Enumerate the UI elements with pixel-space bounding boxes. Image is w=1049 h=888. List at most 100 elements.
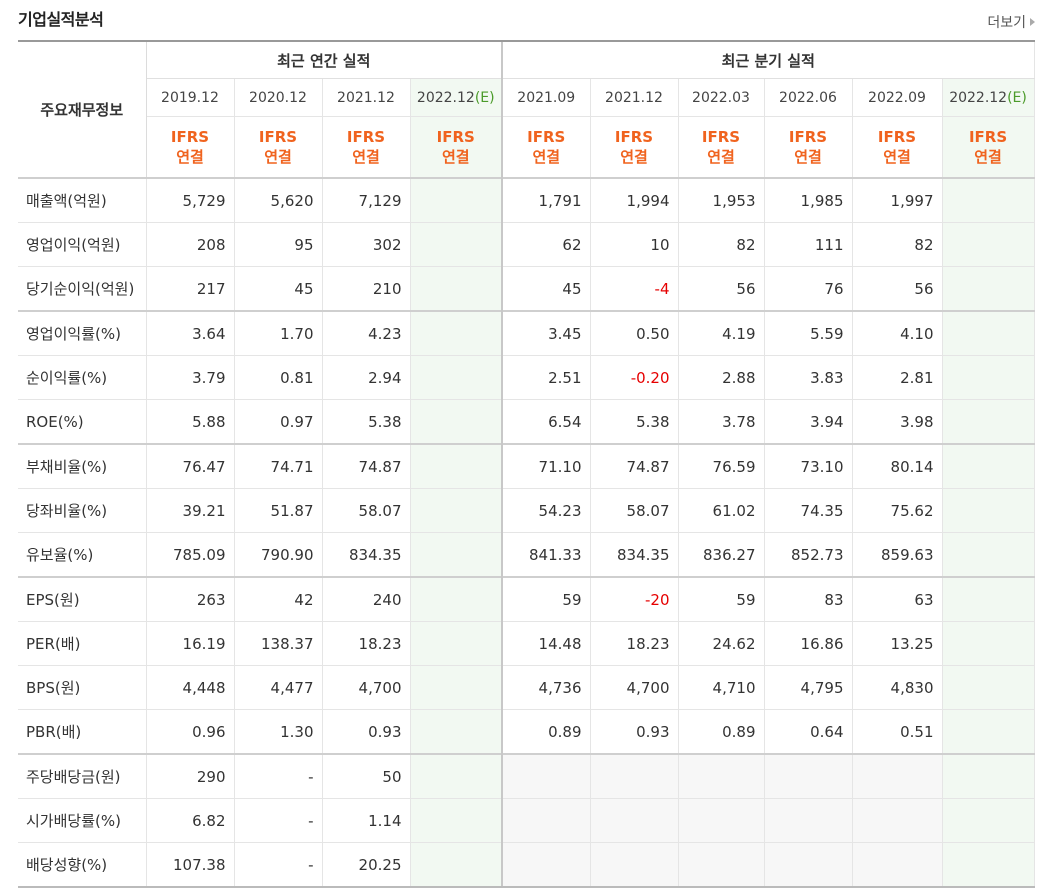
- table-cell: [942, 709, 1035, 755]
- table-cell: [410, 665, 503, 710]
- table-cell: 0.81: [234, 355, 323, 400]
- row-label: EPS(원): [18, 576, 147, 622]
- table-row: 영업이익률(%) 3.64 1.70 4.23 3.45 0.50 4.19 5.59 4.10: [18, 310, 1035, 356]
- period-label: 2021.09: [517, 89, 576, 106]
- period-header: 2022.06: [764, 78, 853, 117]
- period-label: 2022.12: [949, 89, 1008, 106]
- table-cell: 3.45: [501, 310, 591, 356]
- table-cell: 42: [234, 576, 323, 622]
- table-cell: 10: [590, 222, 679, 267]
- ifrs-label: IFRS: [346, 128, 386, 146]
- table-cell: [410, 266, 503, 312]
- table-cell: 74.87: [590, 443, 679, 489]
- table-cell: [942, 798, 1035, 843]
- row-label: 영업이익(억원): [18, 222, 147, 267]
- row-label: 유보율(%): [18, 532, 147, 578]
- quarter-group-header: 최근 분기 실적: [500, 40, 1035, 79]
- more-link[interactable]: 더보기: [987, 12, 1035, 32]
- table-cell: 2.88: [678, 355, 765, 400]
- row-label: 영업이익률(%): [18, 310, 147, 356]
- table-cell: [942, 399, 1035, 445]
- period-label: 2022.03: [692, 89, 750, 106]
- table-row: PER(배) 16.19 138.37 18.23 14.48 18.23 24.62 16.…: [18, 621, 1035, 666]
- table-cell: 859.63: [852, 532, 943, 578]
- table-row: 당기순이익(억원) 217 45 210 45 -4 56 76 56: [18, 266, 1035, 312]
- row-label: 시가배당률(%): [18, 798, 147, 843]
- table-cell: 1,791: [501, 177, 591, 223]
- ifrs-badge: IFRS 연결: [146, 116, 235, 179]
- table-cell: 4,448: [146, 665, 235, 710]
- period-header: 2022.03: [678, 78, 765, 117]
- table-cell: [942, 488, 1035, 533]
- table-row: 매출액(억원) 5,729 5,620 7,129 1,791 1,994 1,953 1,9…: [18, 177, 1035, 223]
- period-header: 2022.12(E): [410, 78, 503, 117]
- table-cell: 4,700: [322, 665, 411, 710]
- ifrs-badge: IFRS 연결: [852, 116, 943, 179]
- period-header: 2022.12(E): [942, 78, 1035, 117]
- table-cell: 63: [852, 576, 943, 622]
- table-cell: 39.21: [146, 488, 235, 533]
- ifrs-label: IFRS: [436, 128, 475, 146]
- table-cell: [942, 753, 1035, 799]
- table-cell: 290: [146, 753, 235, 799]
- table-cell: 59: [678, 576, 765, 622]
- table-cell: -20: [590, 576, 679, 622]
- table-cell: 4,700: [590, 665, 679, 710]
- table-cell: 20.25: [322, 842, 411, 888]
- table-cell: 83: [764, 576, 853, 622]
- table-cell: [410, 399, 503, 445]
- table-cell: 18.23: [322, 621, 411, 666]
- consolidated-label: 연결: [441, 148, 470, 166]
- table-cell: [410, 355, 503, 400]
- table-cell: 76: [764, 266, 853, 312]
- estimate-mark: (E): [1007, 89, 1027, 106]
- period-header: 2022.09: [852, 78, 943, 117]
- period-header: 2021.12: [590, 78, 679, 117]
- table-cell: 13.25: [852, 621, 943, 666]
- ifrs-badge: IFRS 연결: [501, 116, 591, 179]
- table-cell: 2.81: [852, 355, 943, 400]
- table-cell: [590, 753, 679, 799]
- table-cell: 0.93: [590, 709, 679, 755]
- table-cell: 4.23: [322, 310, 411, 356]
- table-cell: [678, 753, 765, 799]
- estimate-mark: (E): [474, 89, 495, 106]
- table-cell: 16.19: [146, 621, 235, 666]
- table-cell: 80.14: [852, 443, 943, 489]
- table-cell: [590, 842, 679, 888]
- table-cell: 4,736: [501, 665, 591, 710]
- table-cell: 1,985: [764, 177, 853, 223]
- table-cell: 3.83: [764, 355, 853, 400]
- table-row: ROE(%) 5.88 0.97 5.38 6.54 5.38 3.78 3.94 3.98: [18, 399, 1035, 445]
- table-cell: [410, 576, 503, 622]
- table-cell: 210: [322, 266, 411, 312]
- table-cell: [410, 443, 503, 489]
- table-cell: 74.35: [764, 488, 853, 533]
- table-cell: 5.38: [590, 399, 679, 445]
- ifrs-label: IFRS: [877, 128, 917, 146]
- row-label: ROE(%): [18, 399, 147, 445]
- consolidated-label: 연결: [707, 148, 735, 166]
- table-cell: 3.79: [146, 355, 235, 400]
- table-cell: [410, 222, 503, 267]
- row-label: 순이익률(%): [18, 355, 147, 400]
- table-cell: 45: [234, 266, 323, 312]
- table-cell: [410, 177, 503, 223]
- table-cell: [678, 842, 765, 888]
- period-label: 2021.12: [337, 89, 395, 106]
- period-header: 2021.12: [322, 78, 411, 117]
- table-cell: 0.93: [322, 709, 411, 755]
- table-cell: 2.51: [501, 355, 591, 400]
- table-cell: 852.73: [764, 532, 853, 578]
- table-cell: 0.51: [852, 709, 943, 755]
- table-cell: 76.47: [146, 443, 235, 489]
- chevron-right-icon: [1030, 18, 1035, 26]
- consolidated-label: 연결: [794, 148, 822, 166]
- table-cell: 14.48: [501, 621, 591, 666]
- table-cell: 138.37: [234, 621, 323, 666]
- table-cell: 302: [322, 222, 411, 267]
- table-cell: 16.86: [764, 621, 853, 666]
- table-cell: [942, 621, 1035, 666]
- more-label: 더보기: [987, 15, 1026, 31]
- table-cell: 5,729: [146, 177, 235, 223]
